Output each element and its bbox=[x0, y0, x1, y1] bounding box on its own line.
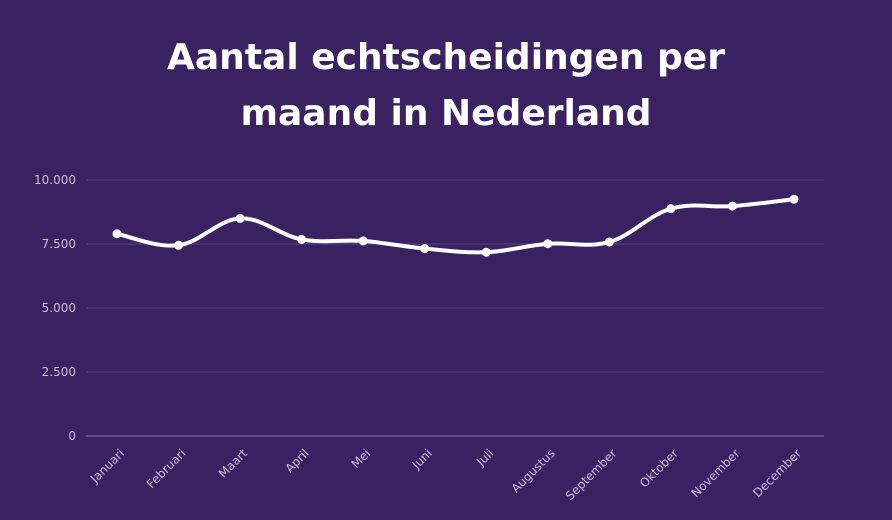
y-tick-label: 7.500 bbox=[42, 237, 76, 251]
x-tick-label: Augustus bbox=[509, 446, 558, 495]
data-point-februari[interactable] bbox=[174, 240, 184, 250]
data-point-november[interactable] bbox=[727, 201, 737, 211]
data-point-december[interactable] bbox=[789, 194, 799, 204]
grid-lines bbox=[86, 179, 824, 437]
data-point-april[interactable] bbox=[297, 234, 307, 244]
data-point-juli[interactable] bbox=[481, 247, 491, 257]
x-tick-label: Mei bbox=[348, 446, 373, 471]
data-point-januari[interactable] bbox=[112, 229, 122, 239]
chart-title: Aantal echtscheidingen per maand in Nede… bbox=[167, 37, 725, 134]
x-tick-label: Juli bbox=[473, 446, 496, 469]
x-tick-labels: Januari Februari Maart April Mei Juni Juli Augu… bbox=[87, 446, 804, 503]
x-tick-label: September bbox=[563, 446, 620, 503]
y-tick-label: 0 bbox=[68, 429, 76, 443]
data-points bbox=[112, 194, 799, 257]
y-tick-label: 10.000 bbox=[34, 173, 76, 187]
data-point-augustus[interactable] bbox=[543, 239, 553, 249]
x-tick-label: Februari bbox=[144, 446, 189, 491]
data-point-september[interactable] bbox=[604, 237, 614, 247]
y-tick-label: 2.500 bbox=[42, 365, 76, 379]
x-tick-label: April bbox=[282, 446, 311, 475]
data-point-juni[interactable] bbox=[420, 244, 430, 254]
x-tick-label: Oktober bbox=[637, 446, 681, 490]
x-tick-label: Juni bbox=[409, 446, 435, 472]
data-point-mei[interactable] bbox=[358, 236, 368, 246]
x-tick-label: Januari bbox=[87, 446, 127, 486]
x-tick-label: December bbox=[750, 446, 804, 500]
x-tick-label: Maart bbox=[216, 446, 251, 481]
data-point-oktober[interactable] bbox=[666, 204, 676, 214]
y-tick-label: 5.000 bbox=[42, 301, 76, 315]
y-tick-labels: 0 2.500 5.000 7.500 10.000 bbox=[34, 173, 76, 443]
data-point-maart[interactable] bbox=[235, 213, 245, 223]
x-tick-label: November bbox=[689, 446, 743, 500]
